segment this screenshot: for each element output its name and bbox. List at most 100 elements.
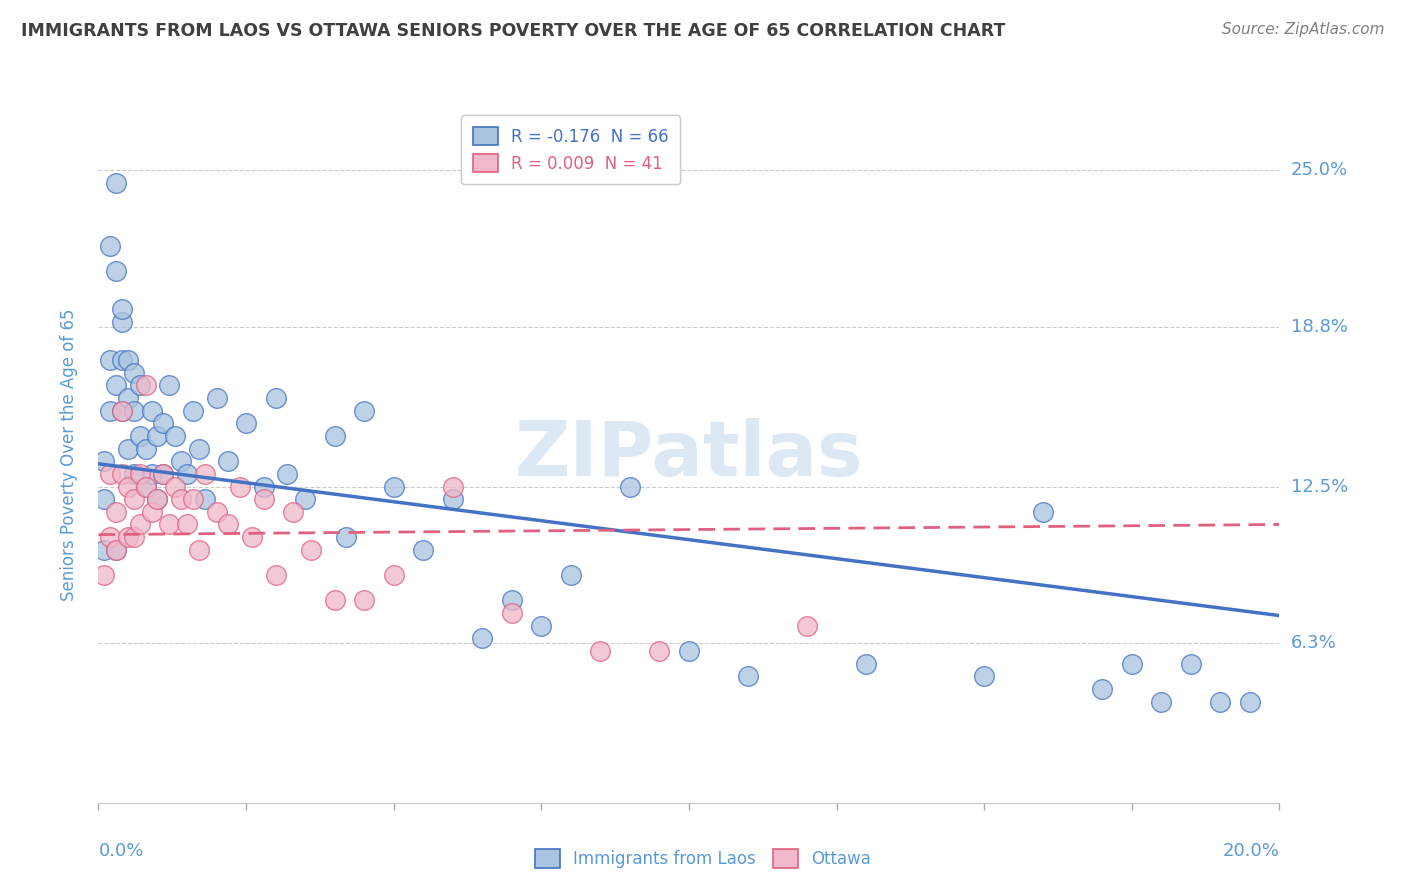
Text: 25.0%: 25.0% <box>1291 161 1348 179</box>
Point <box>181 403 204 417</box>
Point <box>648 644 671 658</box>
Point <box>135 479 157 493</box>
Point <box>128 378 150 392</box>
Point <box>146 429 169 443</box>
Point <box>530 618 553 632</box>
Point <box>187 442 209 456</box>
Point <box>122 530 145 544</box>
Point <box>560 568 582 582</box>
Point <box>93 542 115 557</box>
Point <box>412 542 434 557</box>
Point <box>122 492 145 507</box>
Point <box>152 467 174 481</box>
Point <box>229 479 252 493</box>
Point <box>796 618 818 632</box>
Point <box>253 479 276 493</box>
Point <box>737 669 759 683</box>
Point <box>93 492 115 507</box>
Point <box>117 442 139 456</box>
Point <box>105 542 128 557</box>
Point <box>335 530 357 544</box>
Text: ZIPatlas: ZIPatlas <box>515 418 863 491</box>
Point <box>855 657 877 671</box>
Point <box>205 391 228 405</box>
Point <box>105 378 128 392</box>
Point <box>152 417 174 431</box>
Point <box>111 353 134 368</box>
Text: Source: ZipAtlas.com: Source: ZipAtlas.com <box>1222 22 1385 37</box>
Point <box>165 429 187 443</box>
Point <box>165 479 187 493</box>
Point <box>283 505 305 519</box>
Point <box>382 479 405 493</box>
Point <box>1091 681 1114 696</box>
Point <box>152 467 174 481</box>
Point <box>105 264 128 278</box>
Point <box>353 593 375 607</box>
Point <box>619 479 641 493</box>
Point <box>146 492 169 507</box>
Point <box>105 505 128 519</box>
Point <box>98 530 121 544</box>
Point <box>973 669 995 683</box>
Point <box>122 467 145 481</box>
Point <box>176 517 198 532</box>
Point <box>93 454 115 468</box>
Point <box>323 429 346 443</box>
Text: IMMIGRANTS FROM LAOS VS OTTAWA SENIORS POVERTY OVER THE AGE OF 65 CORRELATION CH: IMMIGRANTS FROM LAOS VS OTTAWA SENIORS P… <box>21 22 1005 40</box>
Point <box>235 417 257 431</box>
Point <box>294 492 316 507</box>
Point <box>117 479 139 493</box>
Point <box>105 542 128 557</box>
Point <box>117 391 139 405</box>
Text: 20.0%: 20.0% <box>1223 842 1279 860</box>
Point <box>170 454 193 468</box>
Point <box>157 517 180 532</box>
Point <box>382 568 405 582</box>
Point <box>98 239 121 253</box>
Point <box>276 467 298 481</box>
Point <box>194 467 217 481</box>
Point <box>117 353 139 368</box>
Point <box>501 593 523 607</box>
Text: 6.3%: 6.3% <box>1291 634 1336 652</box>
Point <box>253 492 276 507</box>
Y-axis label: Seniors Poverty Over the Age of 65: Seniors Poverty Over the Age of 65 <box>59 309 77 601</box>
Point <box>678 644 700 658</box>
Point <box>98 467 121 481</box>
Legend: Immigrants from Laos, Ottawa: Immigrants from Laos, Ottawa <box>529 843 877 875</box>
Point <box>441 479 464 493</box>
Point <box>205 505 228 519</box>
Point <box>1209 695 1232 709</box>
Point <box>194 492 217 507</box>
Point <box>141 505 163 519</box>
Text: 12.5%: 12.5% <box>1291 477 1348 496</box>
Point <box>589 644 612 658</box>
Point <box>299 542 322 557</box>
Point <box>170 492 193 507</box>
Point <box>187 542 209 557</box>
Point <box>111 467 134 481</box>
Point <box>128 429 150 443</box>
Point <box>141 403 163 417</box>
Point <box>105 176 128 190</box>
Point <box>471 632 494 646</box>
Point <box>264 568 287 582</box>
Point <box>217 454 239 468</box>
Point <box>98 403 121 417</box>
Point <box>93 568 115 582</box>
Point <box>176 467 198 481</box>
Text: 0.0%: 0.0% <box>98 842 143 860</box>
Point <box>128 467 150 481</box>
Point <box>441 492 464 507</box>
Point <box>1239 695 1261 709</box>
Point <box>181 492 204 507</box>
Legend: R = -0.176  N = 66, R = 0.009  N = 41: R = -0.176 N = 66, R = 0.009 N = 41 <box>461 115 681 185</box>
Point <box>117 530 139 544</box>
Point <box>135 442 157 456</box>
Point <box>111 315 134 329</box>
Point <box>146 492 169 507</box>
Point <box>501 606 523 620</box>
Point <box>111 403 134 417</box>
Point <box>264 391 287 405</box>
